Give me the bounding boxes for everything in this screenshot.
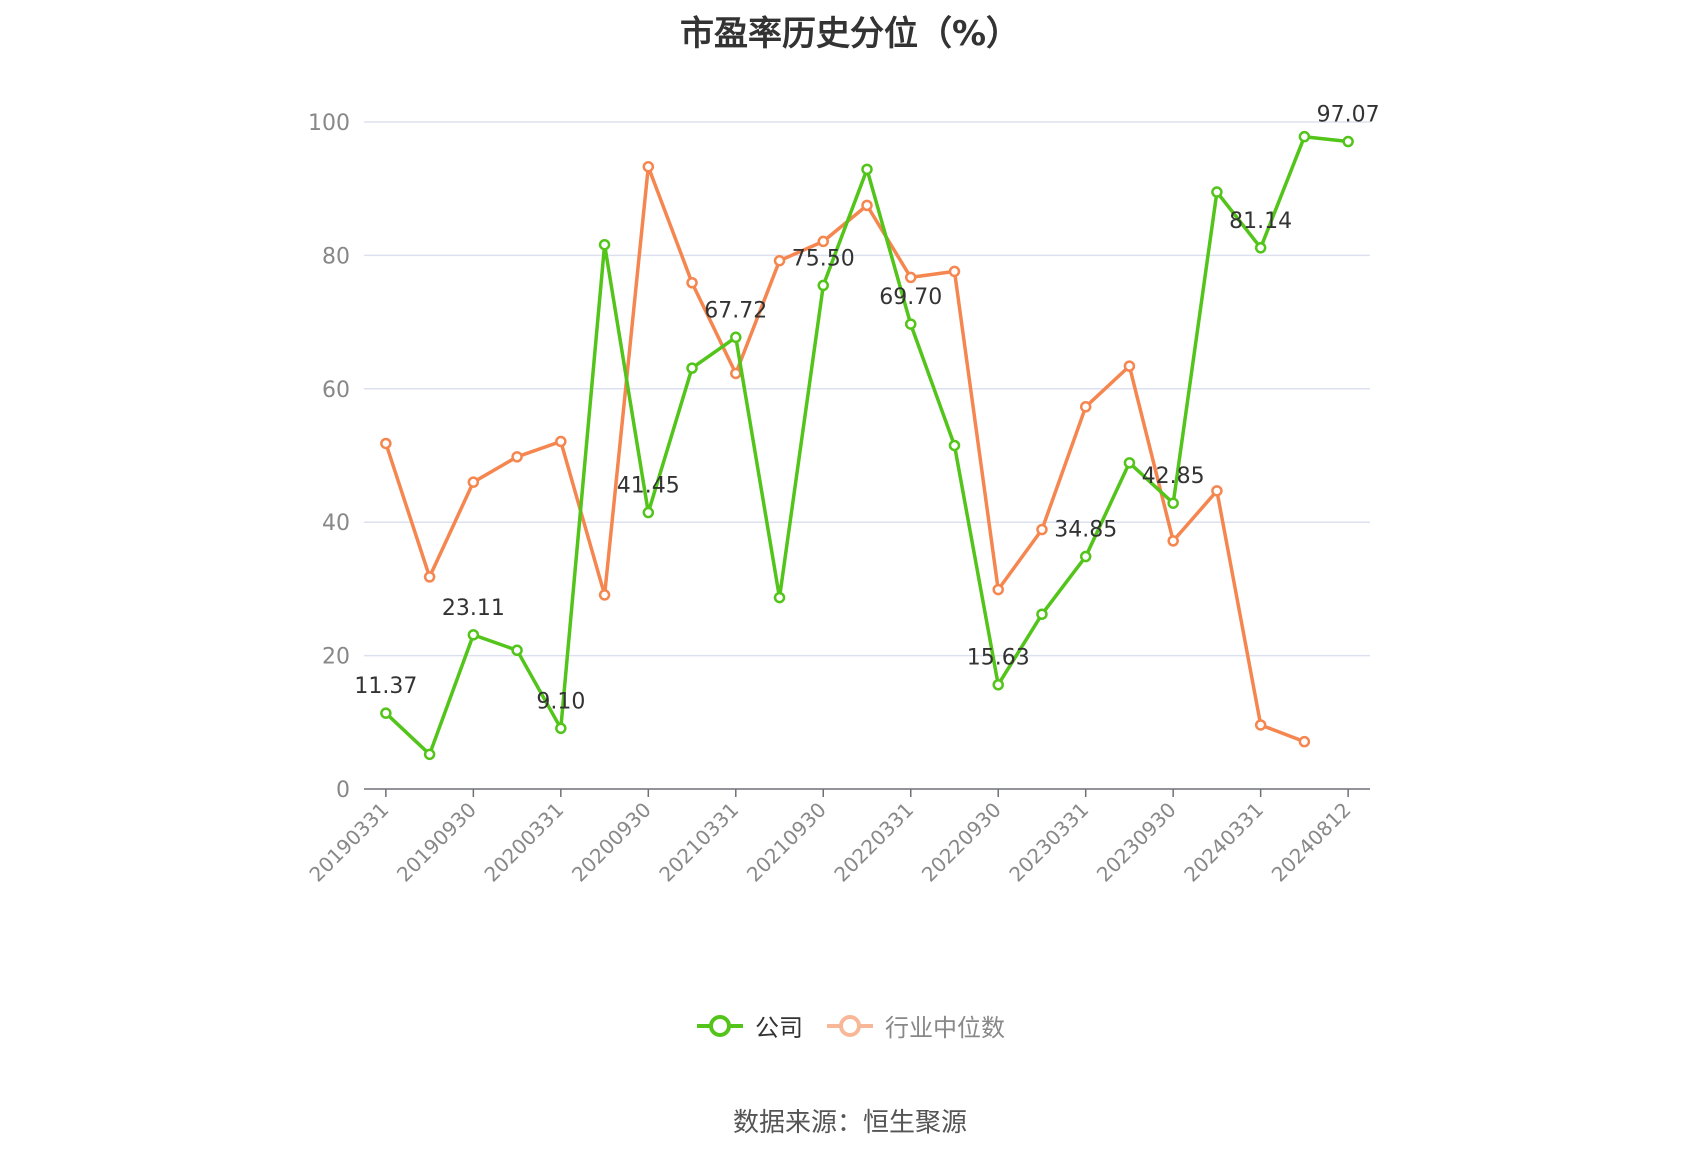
- data-point-company[interactable]: [730, 331, 742, 344]
- x-tick-label: 20220331: [829, 798, 918, 887]
- data-point-industry[interactable]: [773, 254, 786, 267]
- data-point-company[interactable]: [511, 644, 523, 657]
- data-point-industry[interactable]: [555, 435, 567, 448]
- data-point-industry[interactable]: [861, 199, 873, 212]
- data-label: 75.50: [792, 246, 855, 271]
- y-tick-label: 60: [322, 378, 350, 403]
- x-tick-label: 20190331: [304, 798, 393, 887]
- data-point-company[interactable]: [380, 707, 392, 719]
- data-point-company[interactable]: [467, 629, 480, 641]
- legend-label-industry: 行业中位数: [885, 1014, 1005, 1042]
- data-point-company[interactable]: [992, 678, 1004, 691]
- y-tick-label: 80: [322, 244, 350, 269]
- legend-item-company[interactable]: 公司: [695, 1008, 803, 1043]
- data-point-industry[interactable]: [1079, 401, 1092, 413]
- data-point-company[interactable]: [861, 163, 873, 176]
- data-point-company[interactable]: [1079, 550, 1092, 563]
- x-tick-label: 20210930: [742, 798, 831, 887]
- data-point-industry[interactable]: [1123, 360, 1136, 372]
- x-tick-label: 20200331: [479, 798, 568, 887]
- data-label: 81.14: [1229, 209, 1292, 234]
- data-point-industry[interactable]: [992, 583, 1004, 596]
- y-tick-label: 20: [322, 645, 350, 670]
- y-tick-label: 0: [336, 778, 350, 803]
- data-point-industry[interactable]: [1298, 735, 1311, 748]
- data-point-industry[interactable]: [467, 476, 480, 488]
- data-point-industry[interactable]: [642, 160, 655, 173]
- data-point-industry[interactable]: [598, 589, 611, 601]
- data-point-company[interactable]: [1036, 608, 1048, 620]
- data-point-industry[interactable]: [817, 235, 830, 248]
- data-point-industry[interactable]: [730, 367, 742, 380]
- data-label: 97.07: [1317, 103, 1380, 128]
- data-point-company[interactable]: [1123, 457, 1136, 469]
- data-point-company[interactable]: [555, 722, 567, 735]
- x-tick-label: 20230331: [1004, 798, 1093, 887]
- data-point-industry[interactable]: [1211, 485, 1223, 497]
- data-point-company[interactable]: [1254, 242, 1267, 254]
- data-point-company[interactable]: [686, 362, 698, 374]
- data-point-company[interactable]: [1298, 130, 1311, 143]
- legend-item-industry[interactable]: 行业中位数: [825, 1008, 1005, 1043]
- data-point-company[interactable]: [423, 748, 436, 761]
- data-point-industry[interactable]: [1254, 719, 1267, 731]
- data-label: 9.10: [536, 689, 585, 714]
- data-point-industry[interactable]: [511, 451, 523, 463]
- x-tick-label: 20190930: [392, 798, 481, 887]
- data-point-company[interactable]: [1167, 497, 1179, 509]
- data-label: 11.37: [354, 674, 417, 699]
- series-line-company: [384, 134, 1349, 757]
- data-label: 42.85: [1142, 464, 1205, 489]
- data-point-industry[interactable]: [1167, 535, 1179, 547]
- data-label: 15.63: [967, 646, 1030, 671]
- data-label: 69.70: [879, 285, 942, 310]
- data-point-company[interactable]: [948, 439, 961, 452]
- legend-industry-marker-icon: [827, 1014, 873, 1037]
- x-tick-label: 20220930: [917, 798, 1006, 887]
- x-tick-label: 20240331: [1179, 798, 1268, 887]
- y-tick-label: 100: [308, 111, 350, 136]
- data-point-company[interactable]: [904, 318, 917, 330]
- data-point-industry[interactable]: [423, 571, 436, 583]
- data-point-company[interactable]: [598, 238, 611, 251]
- data-point-company[interactable]: [642, 506, 655, 519]
- data-point-industry[interactable]: [904, 271, 917, 284]
- data-source: 数据来源：恒生聚源: [732, 1108, 967, 1138]
- data-label: 23.11: [442, 596, 505, 621]
- data-point-company[interactable]: [817, 279, 830, 292]
- line-chart: 0 20 40 60 80 100 2019033120190930202003312020…: [304, 103, 1380, 887]
- y-tick-label: 40: [322, 511, 350, 536]
- chart-title: 市盈率历史分位（%）: [679, 14, 1021, 54]
- data-point-industry[interactable]: [380, 437, 392, 450]
- x-tick-label: 20240812: [1267, 798, 1356, 887]
- legend: 公司 行业中位数: [0, 1008, 1700, 1043]
- data-point-industry[interactable]: [686, 276, 698, 289]
- x-tick-label: 20200930: [567, 798, 656, 887]
- legend-company-marker-icon: [697, 1014, 743, 1037]
- data-point-company[interactable]: [1211, 186, 1223, 198]
- x-tick-label: 20210331: [654, 798, 743, 887]
- legend-label-company: 公司: [755, 1014, 803, 1042]
- x-tick-label: 20230930: [1092, 798, 1181, 887]
- data-point-company[interactable]: [773, 591, 786, 604]
- data-label: 34.85: [1054, 518, 1117, 543]
- data-point-company[interactable]: [1342, 135, 1354, 148]
- data-label: 41.45: [617, 474, 680, 499]
- data-point-industry[interactable]: [948, 265, 961, 278]
- data-point-industry[interactable]: [1036, 523, 1048, 536]
- data-label: 67.72: [704, 298, 767, 323]
